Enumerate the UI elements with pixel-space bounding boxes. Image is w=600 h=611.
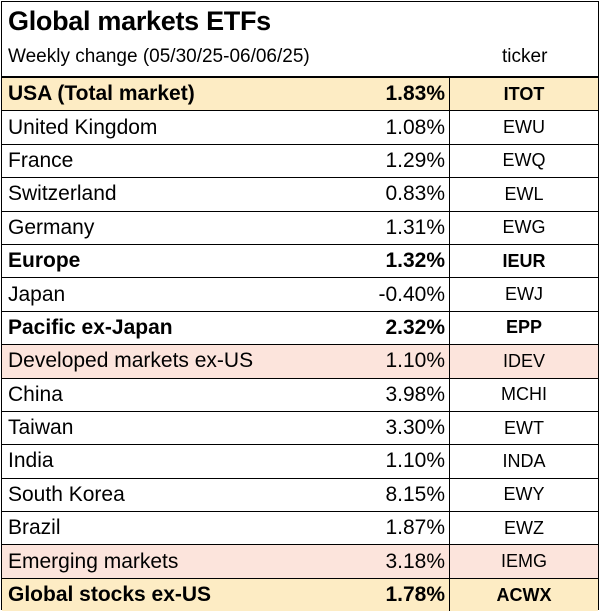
row-ticker: INDA [449,444,598,479]
row-value: 1.78% [355,577,450,611]
table-row: Pacific ex-Japan 2.32% EPP [2,310,598,345]
row-value: 3.30% [355,410,450,445]
row-name: France [2,143,355,178]
row-ticker: EPP [449,310,598,345]
row-value: 8.15% [355,477,450,512]
row-ticker: EWU [449,110,598,145]
row-name: Japan [2,277,355,312]
row-value: 1.87% [355,511,450,545]
row-ticker: EWT [449,410,598,445]
table-row: Europe 1.32% IEUR [2,243,598,278]
row-name: Brazil [2,511,355,545]
row-value: 3.18% [355,544,450,579]
etf-table: USA (Total market) 1.83% ITOT United Kingdo… [2,76,598,611]
table-row: Global stocks ex-US 1.78% ACWX [2,577,598,611]
row-name: Developed markets ex-US [2,344,355,379]
row-value: 3.98% [355,377,450,412]
row-value: 0.83% [355,177,450,212]
row-name: USA (Total market) [2,76,355,111]
row-name: Europe [2,243,355,278]
row-name: Taiwan [2,410,355,445]
row-ticker: EWQ [449,143,598,178]
row-value: 1.29% [355,143,450,178]
table-row: Emerging markets 3.18% IEMG [2,544,598,579]
row-ticker: MCHI [449,377,598,412]
table-row: India 1.10% INDA [2,444,598,479]
table-row: USA (Total market) 1.83% ITOT [2,76,598,111]
chart-subtitle: Weekly change (05/30/25-06/06/25) [8,46,310,67]
row-value: -0.40% [355,277,450,312]
table-row: United Kingdom 1.08% EWU [2,110,598,145]
row-value: 2.32% [355,310,450,345]
row-ticker: EWY [449,477,598,512]
row-value: 1.08% [355,110,450,145]
table-row: Japan -0.40% EWJ [2,277,598,312]
row-name: Pacific ex-Japan [2,310,355,345]
row-name: Switzerland [2,177,355,212]
ticker-column-header: ticker [502,46,548,67]
table-row: Brazil 1.87% EWZ [2,511,598,545]
row-ticker: IEUR [449,243,598,278]
row-value: 1.10% [355,344,450,379]
row-ticker: ITOT [449,76,598,111]
row-ticker: EWZ [449,511,598,545]
chart-title: Global markets ETFs [8,6,271,36]
row-name: India [2,444,355,479]
row-ticker: EWJ [449,277,598,312]
table-row: Developed markets ex-US 1.10% IDEV [2,344,598,379]
table-row: Taiwan 3.30% EWT [2,410,598,445]
row-value: 1.83% [355,76,450,111]
table-row: South Korea 8.15% EWY [2,477,598,512]
row-name: Germany [2,210,355,245]
row-value: 1.10% [355,444,450,479]
row-name: Emerging markets [2,544,355,579]
row-value: 1.32% [355,243,450,278]
row-name: Global stocks ex-US [2,577,355,611]
row-ticker: EWG [449,210,598,245]
row-value: 1.31% [355,210,450,245]
row-name: United Kingdom [2,110,355,145]
table-row: Switzerland 0.83% EWL [2,177,598,212]
row-ticker: IEMG [449,544,598,579]
table-row: China 3.98% MCHI [2,377,598,412]
row-ticker: EWL [449,177,598,212]
table-row: Germany 1.31% EWG [2,210,598,245]
row-ticker: IDEV [449,344,598,379]
table-row: France 1.29% EWQ [2,143,598,178]
row-ticker: ACWX [449,577,598,611]
row-name: China [2,377,355,412]
row-name: South Korea [2,477,355,512]
